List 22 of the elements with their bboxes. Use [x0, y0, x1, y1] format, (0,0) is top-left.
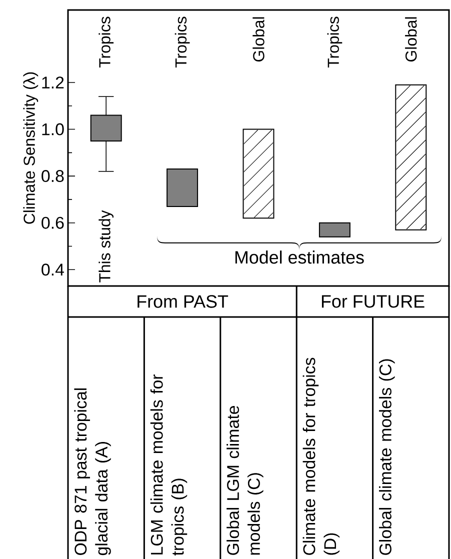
annotation: Tropics [327, 16, 342, 68]
x-tick-label: Climate models for tropics (D) [302, 358, 340, 555]
x-tick-label: ODP 871 past tropical glacial data (A) [74, 388, 111, 556]
y-tick-label: 1.0 [42, 123, 64, 136]
x-tick-label: Global LGM climate models (C) [226, 406, 264, 555]
annotation: Model estimates [235, 250, 364, 264]
y-tick-label: 0.8 [42, 170, 64, 182]
annotation: Tropics [174, 16, 190, 68]
annotation: Global [252, 17, 264, 62]
x-tick-label: LGM climate models for tropics (B) [150, 374, 188, 556]
bar [166, 168, 198, 207]
annotation: Global [405, 17, 417, 62]
bar [318, 222, 350, 238]
y-tick-label: 0.4 [42, 264, 64, 276]
y-tick-label: 1.2 [42, 76, 64, 88]
annotation: Tropics [98, 16, 114, 68]
y-axis-title: Climate Sensitivity (λ) [23, 72, 38, 224]
text: For FUTURE [322, 295, 424, 308]
x-tick-label: Global climate models (C) [379, 359, 395, 555]
annotation: This study [98, 210, 114, 282]
text: From PAST [138, 295, 228, 308]
y-tick-label: 0.6 [42, 216, 64, 229]
